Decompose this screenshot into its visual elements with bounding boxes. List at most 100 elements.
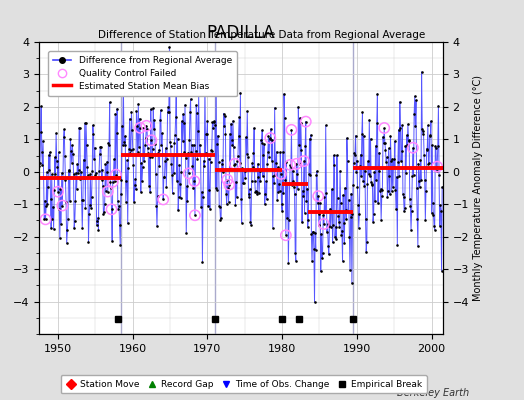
Point	[117, 191, 125, 197]
Point	[177, 168, 185, 175]
Point	[438, 267, 446, 274]
Point	[145, 182, 153, 189]
Point	[241, 167, 249, 174]
Point	[158, 150, 167, 157]
Point	[406, 196, 414, 202]
Point	[168, 190, 177, 196]
Point	[132, 186, 140, 193]
Point	[253, 191, 261, 197]
Point	[214, 159, 223, 165]
Point	[64, 168, 73, 174]
Point	[221, 113, 229, 119]
Point	[363, 239, 371, 245]
Point	[234, 153, 242, 159]
Point	[155, 147, 163, 153]
Point	[320, 221, 328, 227]
Point	[278, 208, 286, 214]
Point	[152, 202, 160, 209]
Point	[372, 142, 380, 149]
Point	[433, 164, 441, 170]
Point	[353, 158, 361, 164]
Point	[244, 153, 252, 160]
Point	[292, 161, 301, 167]
Point	[412, 97, 420, 103]
Point	[211, 122, 219, 128]
Point	[83, 164, 91, 170]
Point	[191, 212, 199, 218]
Point	[121, 133, 129, 139]
Point	[432, 145, 440, 151]
Point	[310, 299, 319, 306]
Point	[253, 189, 261, 195]
Point	[200, 163, 209, 170]
Point	[350, 160, 358, 166]
Point	[385, 172, 394, 179]
Point	[236, 160, 244, 166]
Point	[198, 189, 206, 195]
Point	[274, 189, 282, 195]
Point	[94, 226, 103, 233]
Point	[104, 188, 112, 195]
Point	[375, 168, 383, 174]
Point	[297, 146, 305, 153]
Point	[365, 117, 374, 123]
Point	[436, 208, 445, 214]
Point	[342, 207, 350, 213]
Point	[378, 187, 387, 193]
Point	[111, 178, 119, 184]
Point	[271, 172, 279, 178]
Point	[109, 175, 117, 181]
Point	[225, 182, 233, 188]
Point	[148, 146, 157, 152]
Point	[39, 174, 48, 181]
Point	[180, 149, 189, 156]
Point	[294, 104, 302, 110]
Point	[300, 210, 309, 216]
Point	[240, 167, 248, 173]
Point	[282, 232, 290, 238]
Point	[355, 224, 363, 231]
Point	[181, 155, 190, 161]
Point	[243, 108, 252, 115]
Point	[286, 162, 294, 168]
Point	[427, 118, 435, 124]
Point	[64, 216, 72, 222]
Point	[259, 173, 267, 179]
Point	[204, 156, 213, 162]
Point	[434, 102, 443, 109]
Point	[211, 184, 220, 191]
Point	[213, 187, 221, 194]
Point	[154, 193, 162, 200]
Point	[58, 170, 66, 176]
Point	[65, 166, 73, 173]
Point	[337, 232, 345, 238]
Point	[323, 229, 331, 236]
Point	[154, 150, 162, 156]
Point	[170, 139, 179, 146]
Point	[223, 201, 231, 207]
Point	[336, 168, 344, 174]
Point	[193, 110, 201, 116]
Point	[279, 190, 288, 196]
Point	[279, 148, 287, 155]
Point	[358, 109, 367, 116]
Point	[330, 162, 339, 168]
Point	[389, 156, 398, 162]
Point	[276, 149, 285, 156]
Point	[139, 125, 147, 132]
Point	[151, 171, 160, 178]
Point	[170, 170, 178, 176]
Point	[190, 141, 198, 148]
Point	[283, 180, 292, 186]
Point	[392, 206, 400, 213]
Point	[79, 197, 87, 203]
Point	[277, 171, 285, 177]
Point	[435, 172, 443, 178]
Point	[214, 132, 222, 139]
Point	[142, 123, 150, 129]
Point	[36, 160, 44, 166]
Point	[224, 185, 232, 192]
Point	[343, 158, 352, 164]
Point	[406, 203, 414, 209]
Point	[150, 126, 158, 132]
